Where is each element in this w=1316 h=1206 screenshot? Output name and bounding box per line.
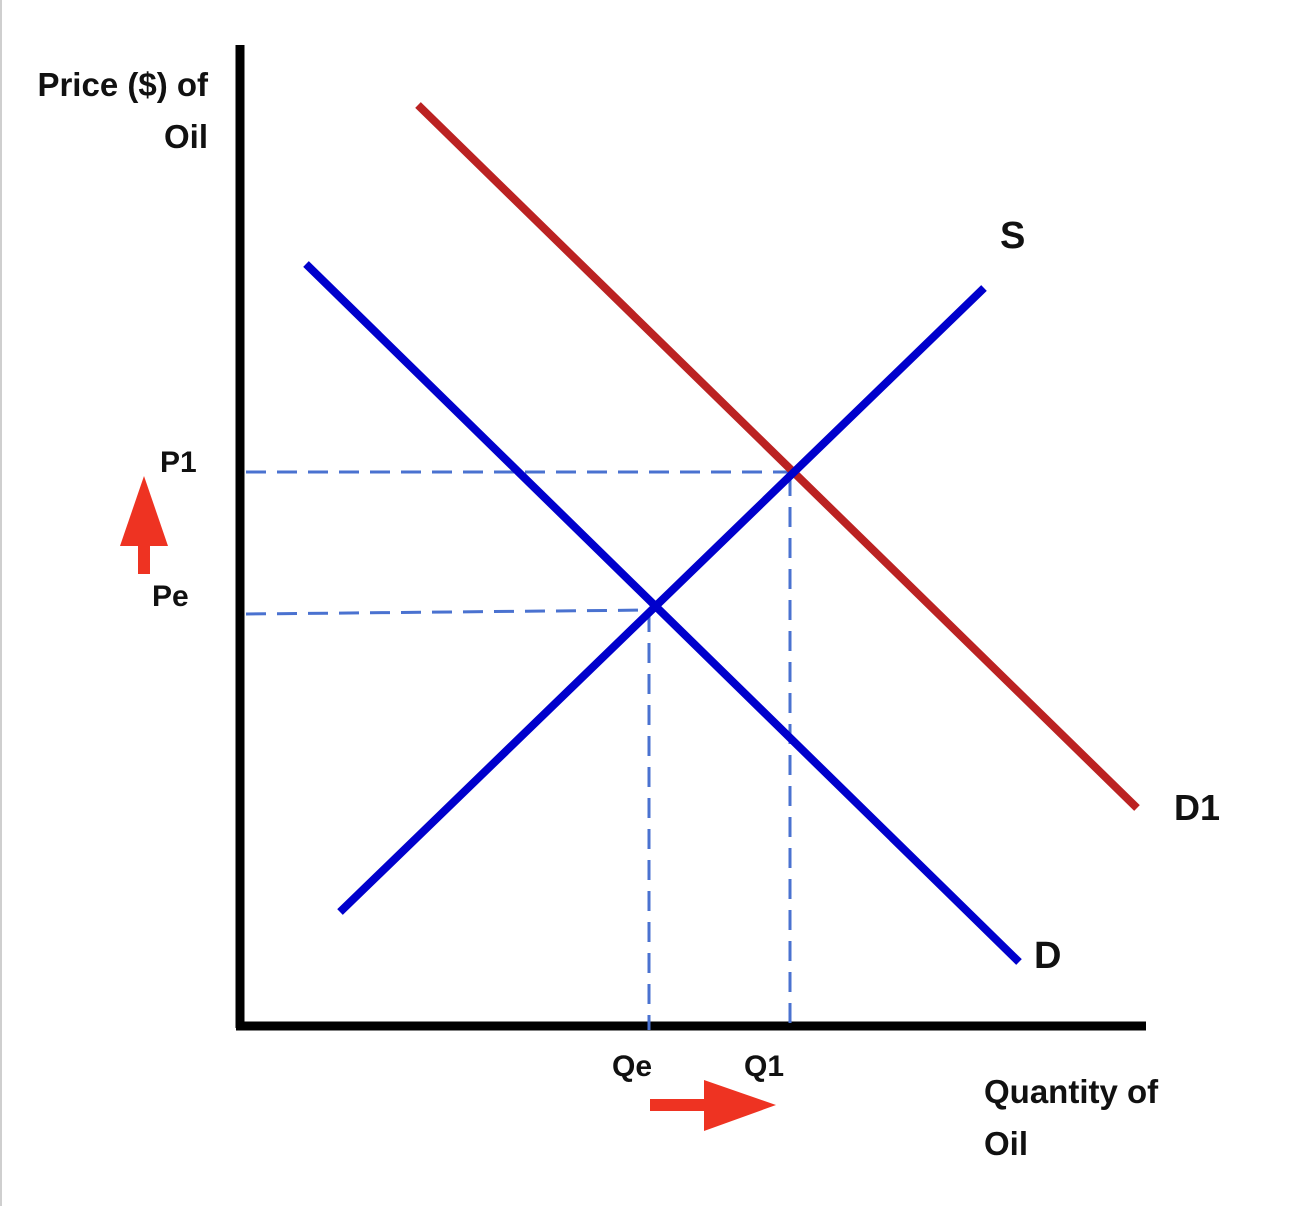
p1-label: P1 [160, 446, 197, 479]
supply-curve-label: S [1000, 215, 1025, 257]
y-axis-label-line1: Price ($) of [37, 66, 209, 103]
demand-curve-label: D [1034, 935, 1061, 977]
pe-guide-line [245, 608, 653, 616]
demand-curve-d [303, 261, 1022, 965]
demand-curve-d1 [415, 102, 1140, 811]
y-axis-label-line2: Oil [164, 118, 208, 155]
price-increase-arrow-icon [120, 476, 168, 574]
qe-label: Qe [612, 1050, 652, 1083]
pe-label: Pe [152, 580, 189, 613]
quantity-increase-arrow-icon [650, 1080, 776, 1131]
new-demand-curve-label: D1 [1174, 787, 1220, 828]
supply-curve-s [337, 285, 987, 915]
x-axis-label-line1: Quantity of [984, 1073, 1159, 1110]
q1-label: Q1 [744, 1050, 784, 1083]
x-axis-label-line2: Oil [984, 1125, 1028, 1162]
